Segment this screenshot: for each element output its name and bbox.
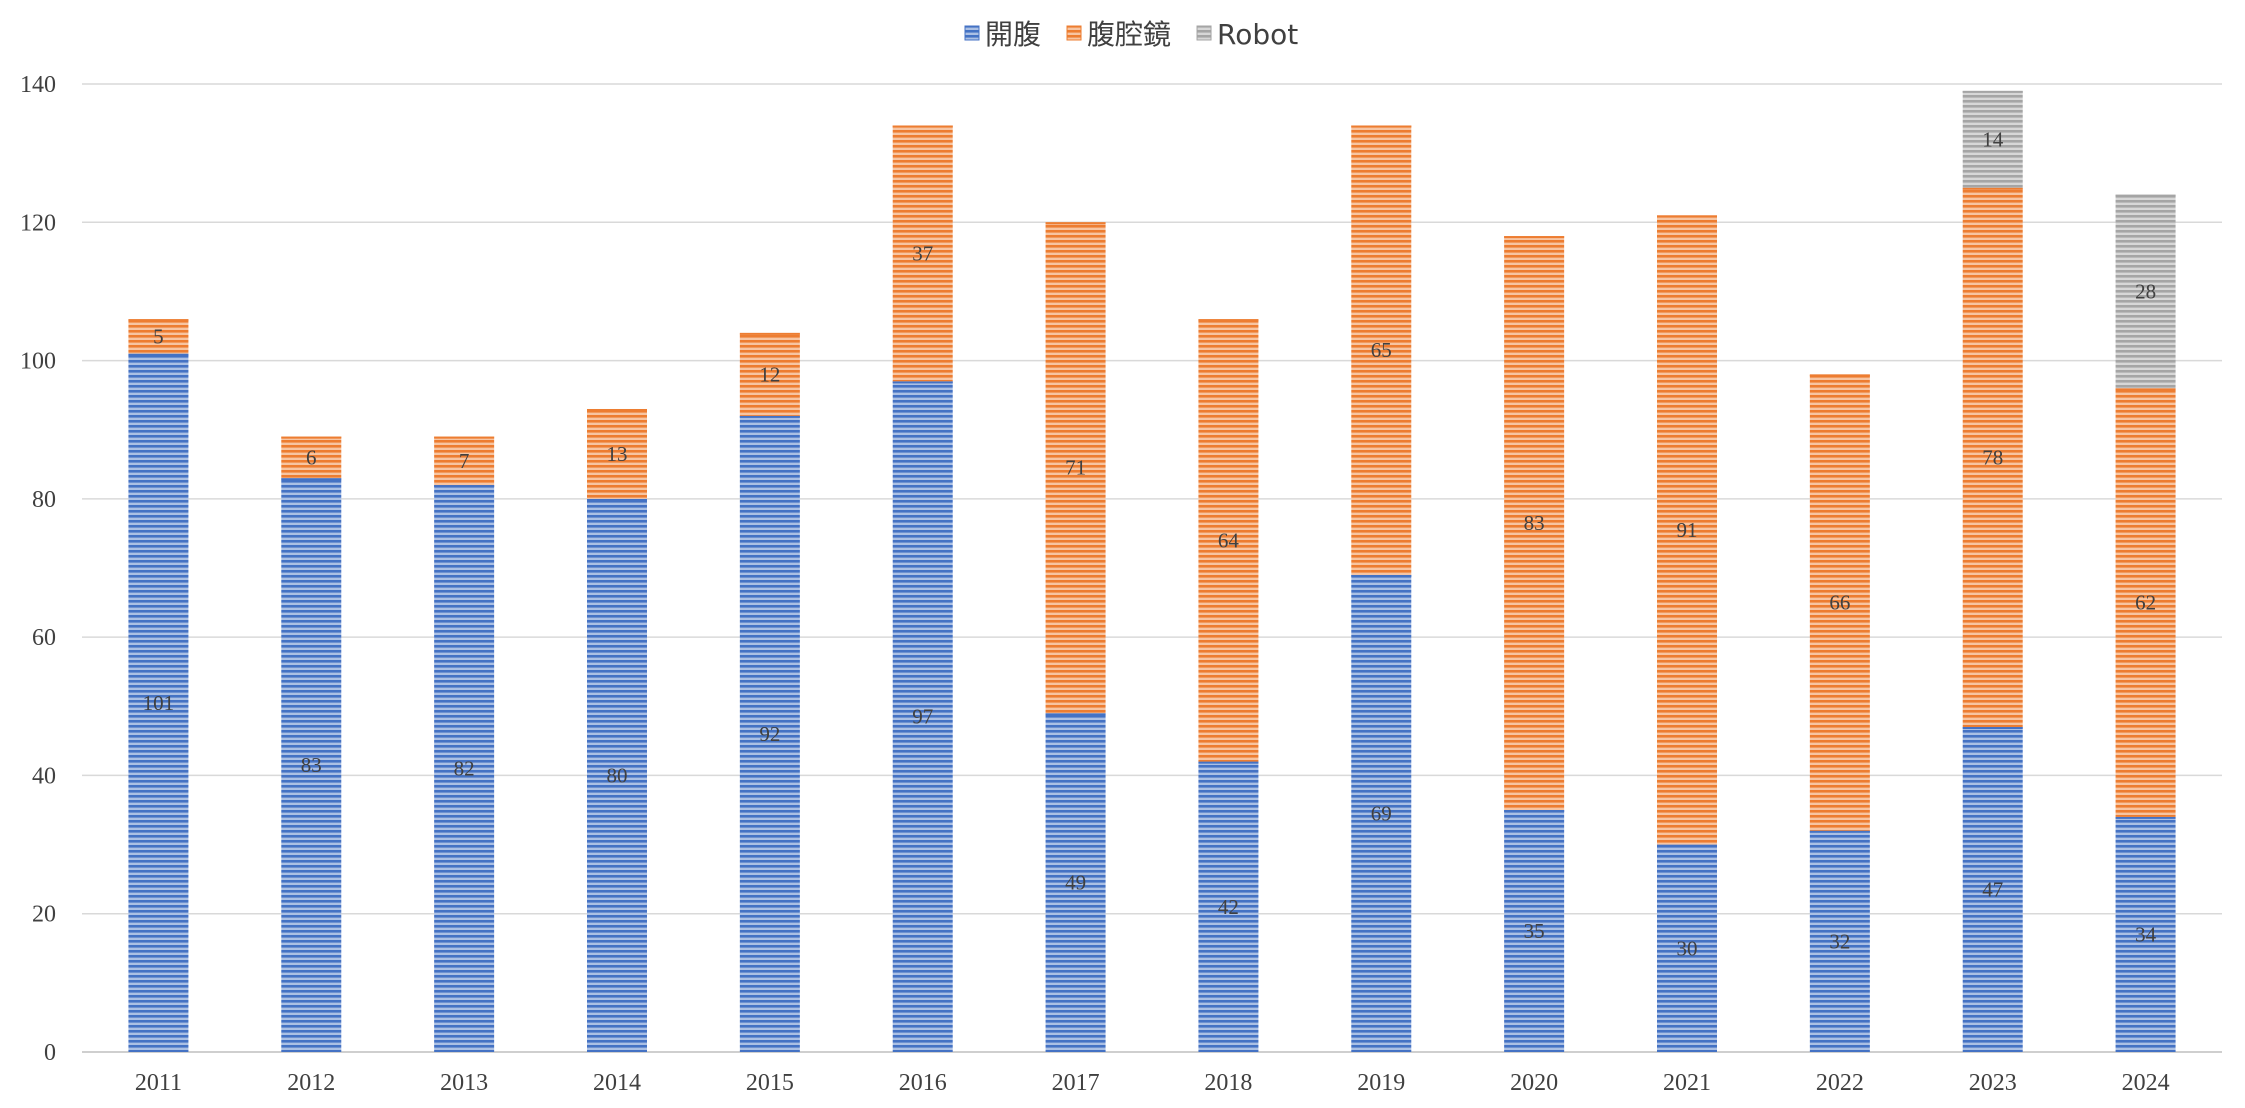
data-label: 101 [143,691,175,715]
bar-Robot-2023 [1962,90,2023,188]
data-label: 69 [1371,801,1392,825]
bar-腹腔鏡-2015 [739,332,800,416]
data-labels: 101 5 83 6 82 7 80 13 92 12 97 37 49 71 42 64 69 65 35 83 30… [143,127,2157,960]
data-label: 7 [459,449,470,473]
bar-開腹-2021 [1657,844,1717,1052]
data-label: 65 [1371,338,1392,362]
data-label: 83 [1524,511,1545,535]
bar-腹腔鏡-2017 [1045,222,1106,714]
y-tick-label: 120 [20,210,56,236]
y-tick-label: 20 [32,902,56,928]
x-tick-label: 2021 [1663,1070,1711,1096]
legend: 開腹 腹腔鏡 Robot [964,18,1298,51]
gridlines [82,83,2222,1053]
bar-開腹-2016 [892,381,953,1052]
x-tick-label: 2014 [593,1070,641,1096]
bar-開腹-2023 [1962,727,2023,1052]
data-label: 6 [306,445,317,469]
data-label: 14 [1982,127,2004,151]
bar-腹腔鏡-2021 [1657,215,1717,845]
data-label: 78 [1982,445,2003,469]
data-label: 42 [1218,895,1239,919]
bar-開腹-2014 [587,498,647,1052]
bar-腹腔鏡-2018 [1198,319,1259,762]
x-tick-label: 2016 [899,1070,947,1096]
bar-開腹-2020 [1504,810,1565,1052]
x-tick-label: 2022 [1816,1070,1864,1096]
legend-entry: 腹腔鏡 [1087,18,1171,51]
bar-腹腔鏡-2022 [1809,374,1870,831]
y-tick-label: 40 [32,763,56,789]
bar-腹腔鏡-2019 [1351,125,1412,575]
bar-開腹-2013 [434,485,495,1052]
bar-腹腔鏡-2024 [2115,388,2176,817]
data-label: 80 [607,763,628,787]
data-label: 35 [1524,919,1545,943]
data-label: 12 [759,362,780,386]
data-label: 34 [2135,922,2157,946]
bar-開腹-2015 [739,415,800,1052]
y-tick-label: 140 [20,72,56,98]
bar-開腹-2022 [1809,830,1870,1052]
data-label: 91 [1677,518,1698,542]
x-tick-label: 2013 [440,1070,488,1096]
bar-腹腔鏡-2012 [281,436,342,479]
data-label: 28 [2135,279,2156,303]
x-tick-label: 2015 [746,1070,794,1096]
data-label: 49 [1065,871,1086,895]
bar-腹腔鏡-2013 [434,436,495,486]
data-label: 92 [759,722,780,746]
x-tick-label: 2012 [287,1070,335,1096]
bar-Robot-2024 [2115,194,2176,389]
legend-swatch [1196,25,1212,41]
bar-腹腔鏡-2020 [1504,236,1565,811]
y-tick-label: 0 [44,1040,56,1066]
legend-swatch [964,25,980,41]
data-label: 97 [912,705,933,729]
data-label: 66 [1829,591,1850,615]
bar-開腹-2017 [1045,713,1106,1052]
x-tick-label: 2023 [1969,1070,2017,1096]
data-label: 47 [1982,878,2003,902]
bar-開腹-2019 [1351,574,1412,1052]
bar-腹腔鏡-2011 [128,319,189,354]
data-label: 83 [301,753,322,777]
data-label: 62 [2135,591,2156,615]
bar-開腹-2011 [128,353,189,1053]
data-label: 82 [454,757,475,781]
x-tick-label: 2018 [1204,1070,1252,1096]
x-tick-label: 2024 [2122,1070,2170,1096]
data-label: 30 [1677,936,1698,960]
y-tick-label: 100 [20,349,56,375]
legend-entry: 開腹 [985,18,1041,51]
legend-entry: Robot [1217,18,1298,51]
legend-swatch [1066,25,1082,41]
data-label: 13 [607,442,628,466]
x-tick-label: 2011 [135,1070,182,1096]
y-tick-label: 80 [32,487,56,513]
data-label: 5 [153,324,164,348]
x-axis: 2011 2012 2013 2014 2015 2016 2017 2018 2019 2020… [135,1070,2170,1096]
bar-腹腔鏡-2014 [587,408,647,499]
bar-開腹-2018 [1198,761,1259,1052]
y-tick-label: 60 [32,625,56,651]
data-label: 64 [1218,528,1240,552]
bars [128,90,2176,1053]
bar-腹腔鏡-2016 [892,125,953,382]
bar-腹腔鏡-2023 [1962,187,2023,728]
x-tick-label: 2019 [1357,1070,1405,1096]
x-tick-label: 2017 [1052,1070,1100,1096]
data-label: 71 [1065,456,1086,480]
data-label: 37 [912,241,933,265]
y-axis: 0 20 40 60 80 100 120 140 [20,72,56,1066]
bar-開腹-2012 [281,478,342,1053]
x-tick-label: 2020 [1510,1070,1558,1096]
data-label: 32 [1829,929,1850,953]
bar-開腹-2024 [2115,816,2176,1052]
